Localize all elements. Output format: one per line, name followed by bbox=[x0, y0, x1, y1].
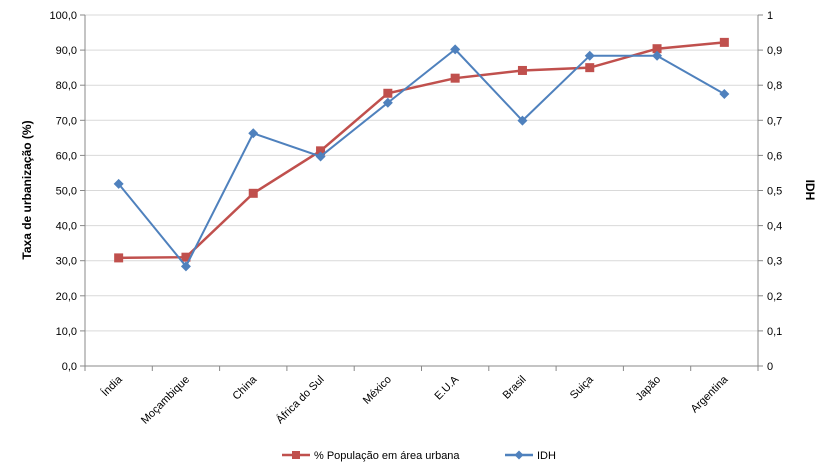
data-point-square bbox=[719, 37, 729, 47]
data-point-square bbox=[383, 88, 393, 98]
gridlines bbox=[85, 14, 758, 332]
left-tick-label: 70,0 bbox=[56, 115, 77, 127]
data-point-square bbox=[652, 44, 662, 54]
right-tick-label: 0,9 bbox=[767, 45, 782, 57]
right-tick-label: 0,3 bbox=[767, 256, 782, 268]
left-tick-label: 40,0 bbox=[56, 221, 77, 233]
data-point-square bbox=[114, 253, 124, 263]
data-point-diamond bbox=[719, 88, 730, 99]
legend-label: IDH bbox=[537, 450, 556, 462]
left-tick-label: 20,0 bbox=[56, 291, 77, 303]
data-point-square bbox=[316, 146, 326, 156]
legend-marker bbox=[514, 450, 524, 460]
data-point-diamond bbox=[248, 128, 259, 139]
right-tick-label: 0,5 bbox=[767, 186, 782, 198]
right-tick-label: 1 bbox=[767, 10, 773, 22]
data-point-square bbox=[450, 73, 460, 83]
data-point-square bbox=[248, 188, 258, 198]
right-tick-label: 0,7 bbox=[767, 115, 782, 127]
series-2 bbox=[113, 44, 730, 272]
x-tick-label: Brasil bbox=[501, 374, 529, 402]
data-point-diamond bbox=[584, 50, 595, 61]
x-tick-label: Moçambique bbox=[139, 374, 192, 427]
right-tick-label: 0,4 bbox=[767, 221, 782, 233]
right-tick-label: 0,1 bbox=[767, 326, 782, 338]
legend: % População em área urbana IDH bbox=[282, 450, 556, 462]
data-point-diamond bbox=[450, 44, 461, 55]
right-tick-label: 0 bbox=[767, 361, 773, 373]
series-line bbox=[118, 41, 725, 260]
legend-marker bbox=[292, 451, 300, 459]
data-point-square bbox=[181, 252, 191, 262]
data-point-square bbox=[585, 63, 595, 73]
left-tick-label: 80,0 bbox=[56, 80, 77, 92]
x-tick-label: África do Sul bbox=[273, 373, 326, 426]
series-1 bbox=[114, 37, 729, 263]
legend-label: % População em área urbana bbox=[314, 450, 460, 462]
x-tick-label: E.U.A bbox=[432, 373, 461, 402]
right-tick-label: 0,2 bbox=[767, 291, 782, 303]
right-tick-labels: 0 0,1 0,2 0,3 0,4 0,5 0,6 0,7 0,8 0,9 1 bbox=[758, 10, 782, 373]
data-point-diamond bbox=[113, 178, 124, 189]
left-tick-label: 30,0 bbox=[56, 256, 77, 268]
right-axis-title: IDH bbox=[803, 180, 817, 201]
left-tick-labels: 0,0 10,0 20,0 30,0 40,0 50,0 60,0 70,0 80,0 90,0 1… bbox=[49, 10, 85, 373]
series-line bbox=[117, 48, 725, 269]
right-tick-label: 0,8 bbox=[767, 80, 782, 92]
x-tick-label: Suiça bbox=[568, 373, 597, 402]
data-point-diamond bbox=[652, 50, 663, 61]
x-tick-label: Argentina bbox=[689, 373, 731, 415]
left-tick-label: 10,0 bbox=[56, 326, 77, 338]
x-tick-label: Japão bbox=[633, 374, 663, 404]
legend-item-1: % População em área urbana bbox=[282, 450, 460, 462]
data-point-diamond bbox=[382, 97, 393, 108]
x-tick-labels: Índia Moçambique China África do Sul México E… bbox=[84, 366, 759, 427]
left-tick-label: 0,0 bbox=[62, 361, 77, 373]
x-tick-label: México bbox=[361, 374, 394, 407]
data-point-diamond bbox=[180, 261, 191, 272]
left-tick-label: 50,0 bbox=[56, 186, 77, 198]
left-tick-label: 90,0 bbox=[56, 45, 77, 57]
left-tick-label: 100,0 bbox=[49, 10, 77, 22]
series-group bbox=[113, 37, 730, 272]
x-tick-label: Índia bbox=[99, 372, 126, 399]
data-point-diamond bbox=[315, 151, 326, 162]
right-tick-label: 0,6 bbox=[767, 150, 782, 162]
data-point-diamond bbox=[517, 115, 528, 126]
x-tick-label: China bbox=[231, 373, 260, 402]
legend-item-2: IDH bbox=[505, 450, 556, 462]
left-tick-label: 60,0 bbox=[56, 150, 77, 162]
data-point-square bbox=[517, 65, 527, 75]
left-axis-title: Taxa de urbanização (%) bbox=[20, 120, 34, 259]
